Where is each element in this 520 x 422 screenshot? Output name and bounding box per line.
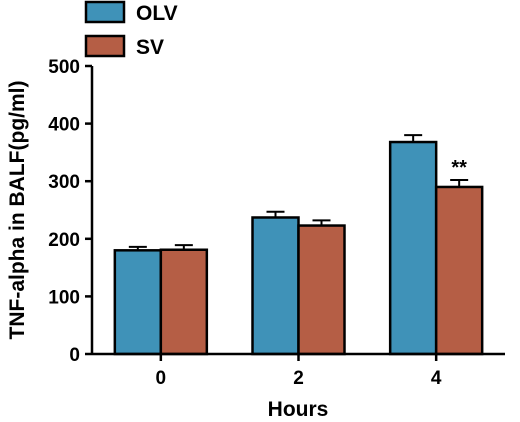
significance-marker: ** bbox=[451, 157, 467, 179]
bar-olv-2 bbox=[251, 216, 300, 356]
y-axis-title: TNF-alpha in BALF(pg/ml) bbox=[6, 81, 29, 340]
y-tick-label: 100 bbox=[48, 287, 80, 308]
axes-group: 0 100 200 300 400 500 0 2 4 bbox=[48, 57, 505, 389]
x-tick-label: 2 bbox=[293, 368, 304, 389]
legend-label-sv: SV bbox=[136, 36, 164, 59]
legend: OLV SV bbox=[84, 0, 178, 59]
x-tick-label: 0 bbox=[156, 368, 167, 389]
x-axis-title: Hours bbox=[268, 398, 329, 421]
bar-sv-0 bbox=[159, 248, 209, 356]
legend-swatch-sv bbox=[84, 34, 126, 58]
y-tick-label: 400 bbox=[48, 115, 80, 136]
x-tick-label: 4 bbox=[431, 368, 442, 389]
y-tick-label: 500 bbox=[48, 57, 80, 78]
y-tick-label: 0 bbox=[69, 345, 80, 366]
bar-olv-4 bbox=[388, 140, 438, 356]
bars-group: ** bbox=[113, 134, 484, 356]
bar-olv-0 bbox=[113, 249, 163, 356]
legend-label-olv: OLV bbox=[136, 2, 178, 25]
legend-swatch-olv bbox=[84, 0, 126, 24]
y-tick-label: 200 bbox=[48, 230, 80, 251]
bar-sv-2 bbox=[297, 224, 346, 356]
bar-sv-4 bbox=[434, 185, 484, 356]
y-tick-label: 300 bbox=[48, 172, 80, 193]
